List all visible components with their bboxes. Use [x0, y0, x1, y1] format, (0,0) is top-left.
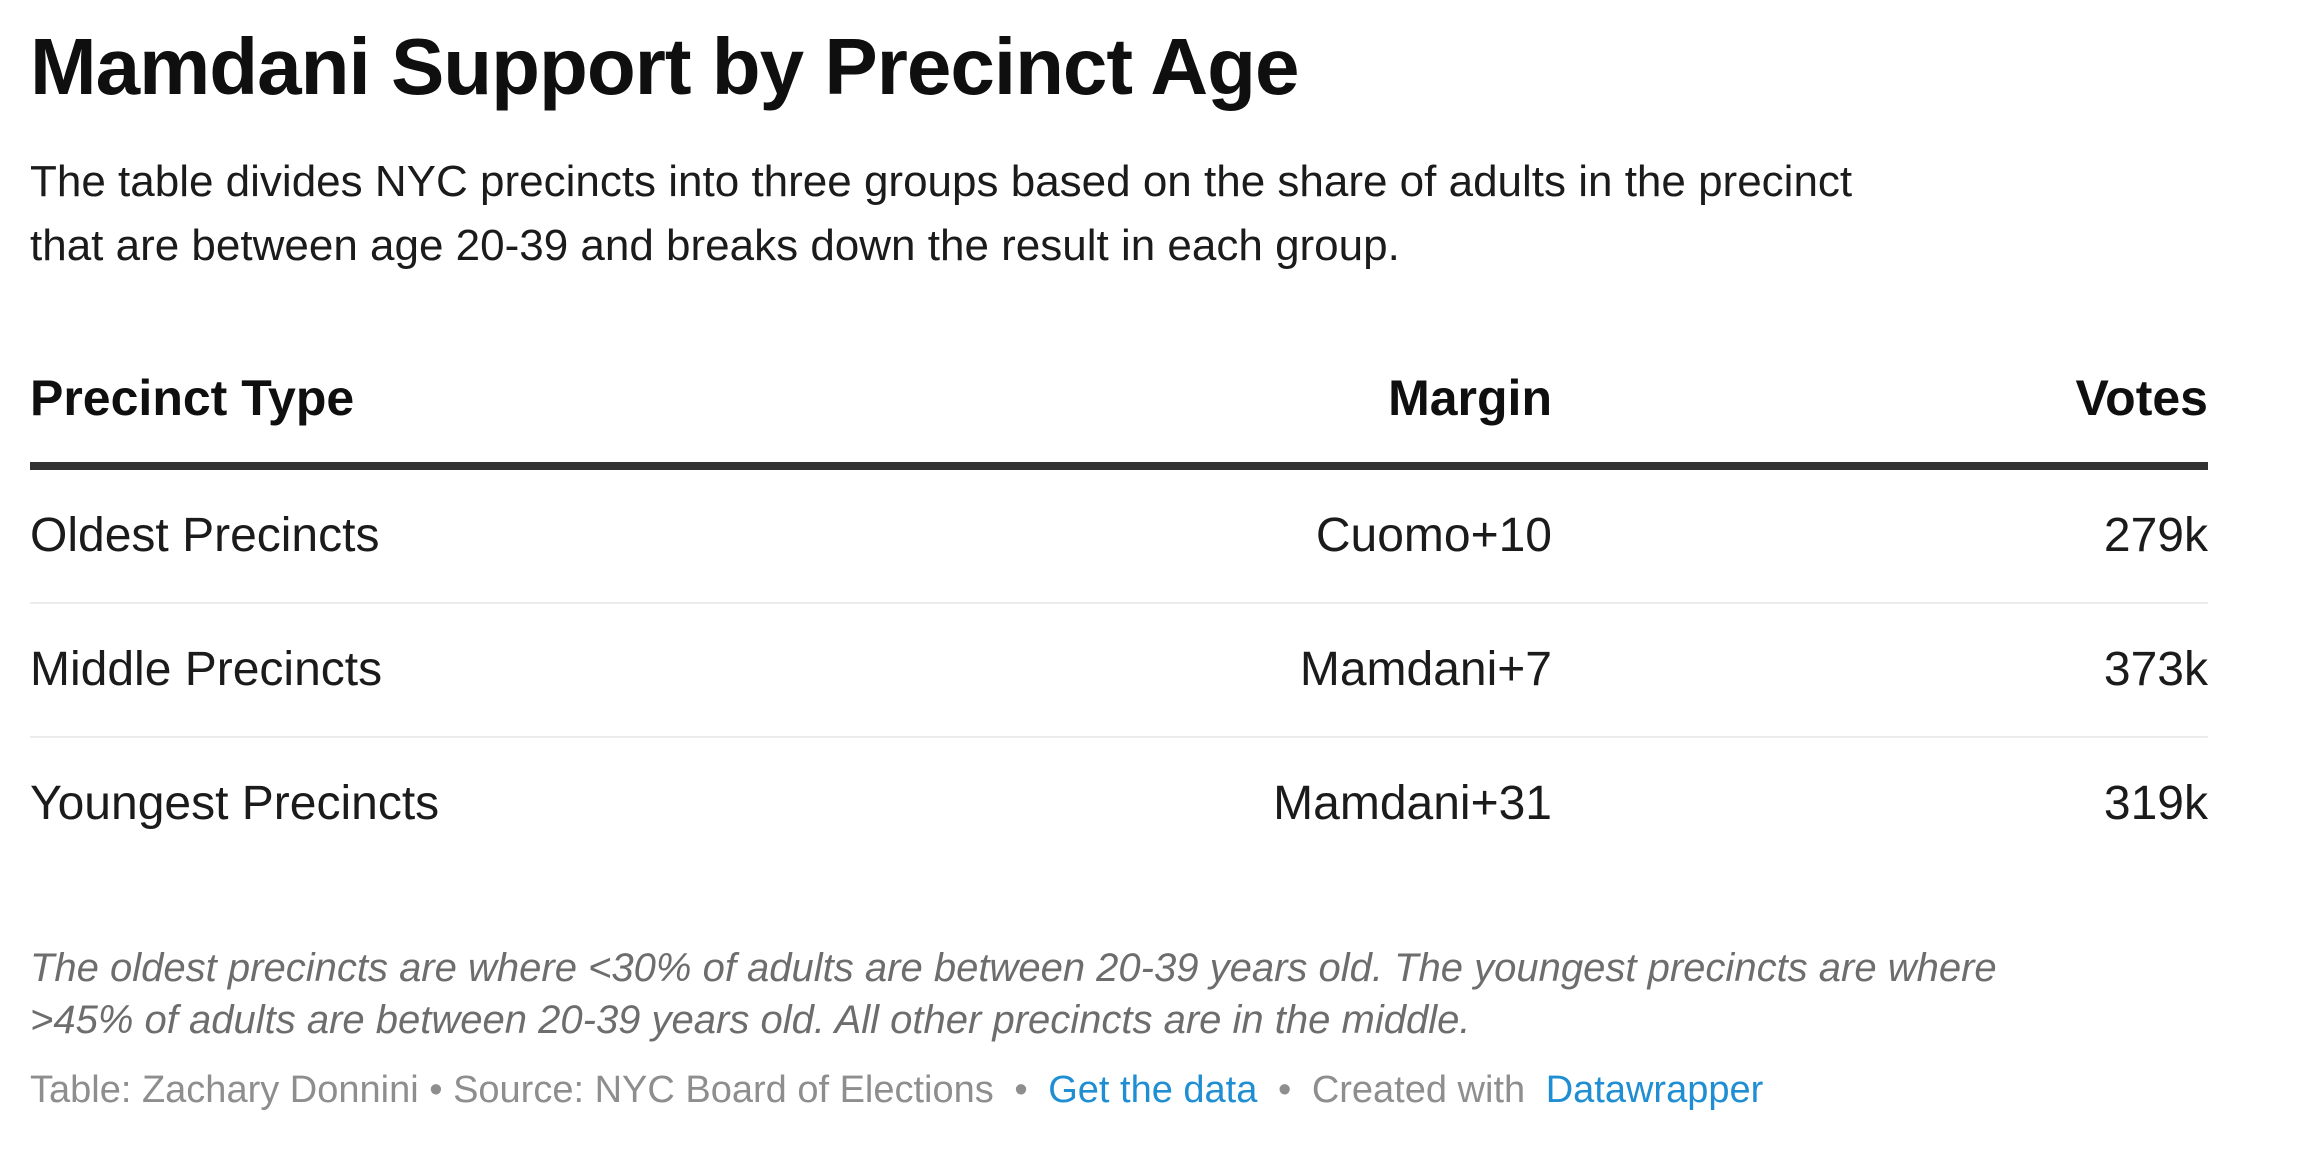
table-header-row: Precinct Type Margin Votes: [30, 370, 2208, 470]
footnote-line-1: The oldest precincts are where <30% of a…: [30, 945, 1997, 990]
datawrapper-link[interactable]: Datawrapper: [1545, 1068, 1764, 1111]
cell-precinct-type: Oldest Precincts: [30, 509, 380, 563]
description-line-1: The table divides NYC precincts into thr…: [30, 156, 1853, 206]
footnote-line-2: >45% of adults are between 20-39 years o…: [30, 997, 1471, 1042]
credit-separator: •: [1277, 1068, 1292, 1111]
credit-created-with: Created with: [1311, 1068, 1526, 1111]
table-row: Youngest Precincts Mamdani+31 319k: [30, 735, 2208, 870]
table-row: Oldest Precincts Cuomo+10 279k: [30, 470, 2208, 602]
cell-margin: Mamdani+31: [1273, 777, 1552, 831]
data-table: Precinct Type Margin Votes Oldest Precin…: [30, 370, 2208, 870]
datawrapper-table-chart: Mamdani Support by Precinct Age The tabl…: [30, 22, 2208, 1114]
cell-votes: 319k: [2103, 777, 2208, 831]
chart-title: Mamdani Support by Precinct Age: [30, 22, 1299, 111]
cell-precinct-type: Middle Precincts: [30, 643, 383, 697]
cell-votes: 279k: [2103, 509, 2208, 563]
table-row: Middle Precincts Mamdani+7 373k: [30, 601, 2208, 736]
credit-byline: Table: Zachary Donnini • Source: NYC Boa…: [30, 1068, 994, 1111]
chart-credit-line: Table: Zachary Donnini • Source: NYC Boa…: [30, 1066, 2208, 1114]
column-header-margin: Margin: [1388, 369, 1552, 426]
column-header-precinct-type: Precinct Type: [30, 369, 355, 426]
cell-margin: Cuomo+10: [1315, 509, 1552, 563]
get-the-data-link[interactable]: Get the data: [1048, 1068, 1258, 1111]
cell-precinct-type: Youngest Precincts: [30, 777, 440, 831]
cell-margin: Mamdani+7: [1299, 643, 1552, 697]
credit-separator: •: [1014, 1068, 1028, 1111]
chart-description: The table divides NYC precincts into thr…: [30, 150, 2208, 278]
chart-footnote: The oldest precincts are where <30% of a…: [30, 942, 2208, 1046]
table-body: Oldest Precincts Cuomo+10 279k Middle Pr…: [30, 470, 2208, 870]
column-header-votes: Votes: [2075, 369, 2208, 426]
cell-votes: 373k: [2103, 643, 2208, 697]
description-line-2: that are between age 20-39 and breaks do…: [30, 220, 1400, 270]
